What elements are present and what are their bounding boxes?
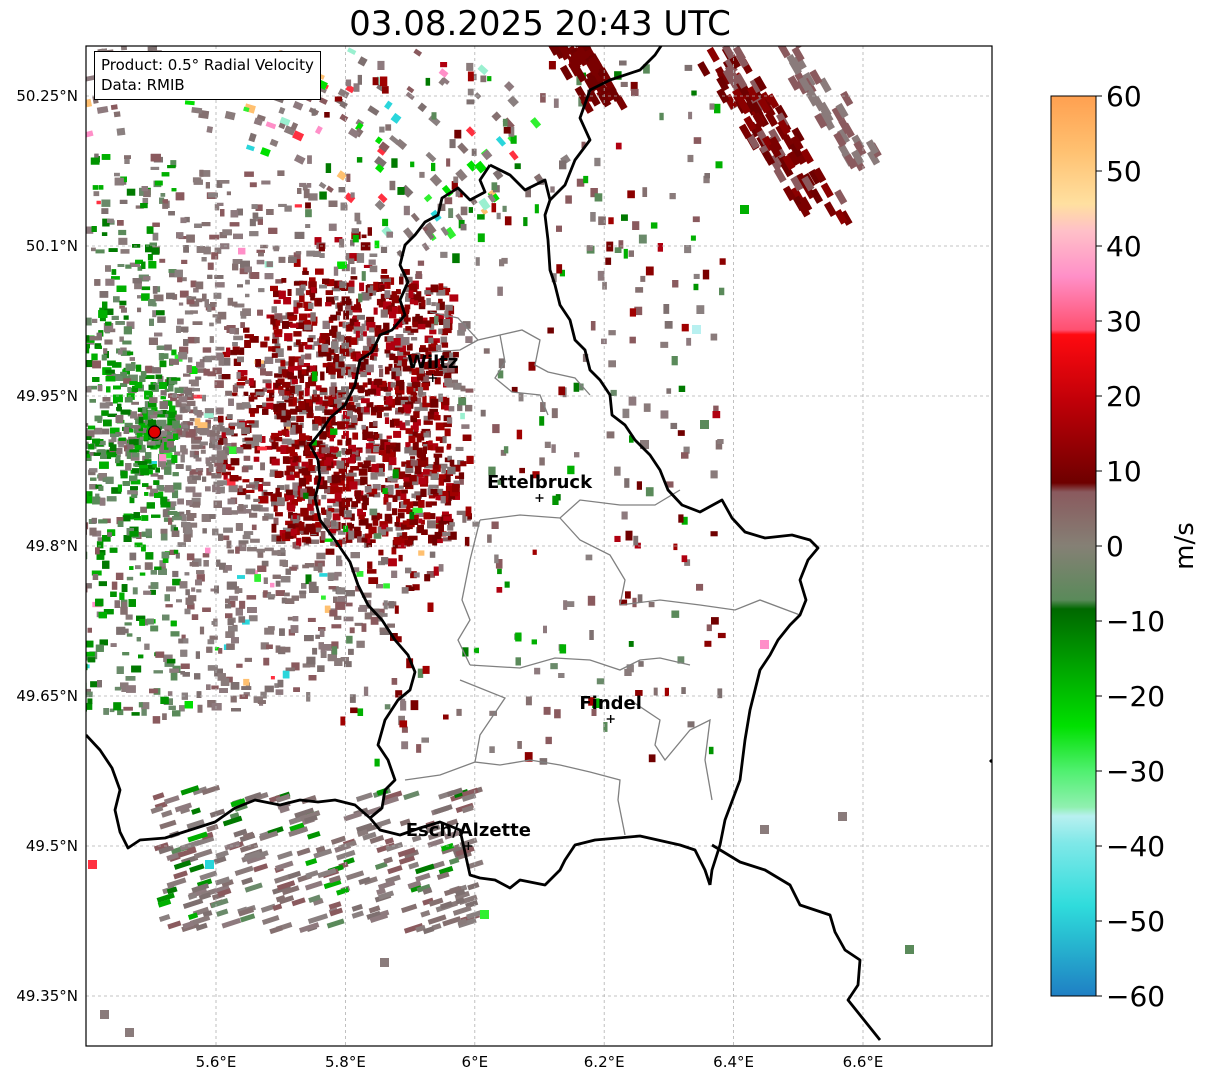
city-label: Esch/Alzette xyxy=(406,820,531,841)
lat-tick-label: 50.25°N xyxy=(16,87,78,105)
colorbar-ticks: 60 50 40 30 20 10 0 −10 −20 −30 −40 −50 −60 xyxy=(1096,80,1165,1013)
colorbar-tick-label: −40 xyxy=(1106,830,1165,863)
product-info-box: Product: 0.5° Radial Velocity Data: RMIB xyxy=(94,51,321,100)
lon-tick-label: 5.8°E xyxy=(325,1053,366,1071)
colorbar-tick-label: 40 xyxy=(1106,230,1142,263)
canton-boundaries xyxy=(404,311,801,836)
lat-tick-label: 49.65°N xyxy=(16,687,78,705)
city-markers: Wiltz Ettelbruck Findel Esch/Alzette xyxy=(406,352,642,850)
lat-tick-label: 49.95°N xyxy=(16,387,78,405)
colorbar-ramp xyxy=(1051,96,1096,996)
colorbar-tick-label: 20 xyxy=(1106,380,1142,413)
colorbar-tick-label: 50 xyxy=(1106,155,1142,188)
radar-echoes xyxy=(86,46,914,1037)
city-marker: Esch/Alzette xyxy=(406,820,531,850)
longitude-ticks: 5.6°E 5.8°E 6°E 6.2°E 6.4°E 6.6°E xyxy=(196,1053,884,1071)
national-borders xyxy=(86,46,992,1041)
lon-tick-label: 6.4°E xyxy=(713,1053,754,1071)
colorbar: 60 50 40 30 20 10 0 −10 −20 −30 −40 −50 −60 m/s xyxy=(1050,80,1200,1013)
lat-tick-label: 49.8°N xyxy=(26,537,78,555)
city-marker: Findel xyxy=(579,693,642,723)
city-label: Findel xyxy=(579,693,642,714)
lat-tick-label: 50.1°N xyxy=(26,237,78,255)
colorbar-unit: m/s xyxy=(1170,522,1200,570)
borders xyxy=(86,46,992,1041)
map-title: 03.08.2025 20:43 UTC xyxy=(349,4,731,44)
lat-tick-label: 49.35°N xyxy=(16,987,78,1005)
lon-tick-label: 6.6°E xyxy=(843,1053,884,1071)
lat-tick-label: 49.5°N xyxy=(26,837,78,855)
colorbar-tick-label: 60 xyxy=(1106,80,1142,113)
latitude-ticks: 50.25°N 50.1°N 49.95°N 49.8°N 49.65°N 49.5°N 4… xyxy=(16,87,78,1005)
colorbar-tick-label: −30 xyxy=(1106,755,1165,788)
data-source-label: Data: RMIB xyxy=(101,76,185,94)
city-marker: Ettelbruck xyxy=(487,472,593,502)
colorbar-tick-label: 30 xyxy=(1106,305,1142,338)
colorbar-tick-label: −20 xyxy=(1106,680,1165,713)
city-label: Wiltz xyxy=(407,352,458,373)
colorbar-tick-label: −10 xyxy=(1106,605,1165,638)
colorbar-tick-label: −50 xyxy=(1106,905,1165,938)
radar-site-marker xyxy=(147,425,162,439)
lon-tick-label: 6°E xyxy=(462,1053,489,1071)
lon-tick-label: 6.2°E xyxy=(584,1053,625,1071)
colorbar-tick-label: −60 xyxy=(1106,980,1165,1013)
colorbar-tick-label: 10 xyxy=(1106,455,1142,488)
map-frame xyxy=(85,45,993,1047)
colorbar-tick-label: 0 xyxy=(1106,530,1124,563)
city-label: Ettelbruck xyxy=(487,472,593,493)
product-label: Product: 0.5° Radial Velocity xyxy=(101,56,314,74)
city-marker: Wiltz xyxy=(407,352,458,382)
lon-tick-label: 5.6°E xyxy=(196,1053,237,1071)
